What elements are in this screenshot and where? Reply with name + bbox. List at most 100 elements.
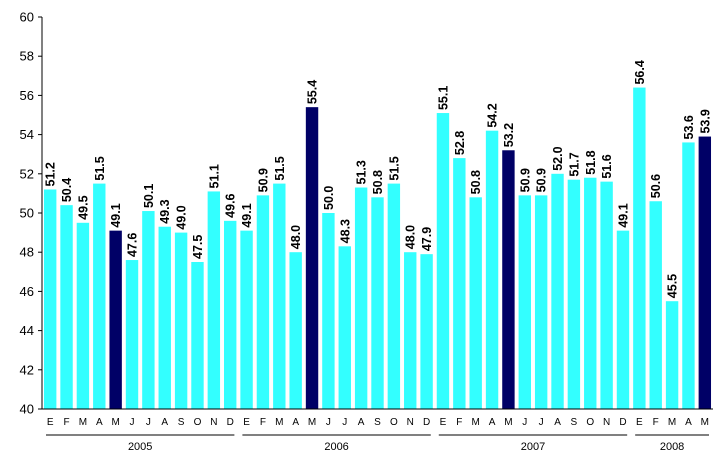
data-label: 49.6: [224, 193, 238, 217]
data-label: 48.3: [338, 219, 352, 243]
bar: [174, 232, 188, 409]
data-label: 50.0: [322, 186, 336, 210]
x-tick-label: M: [275, 417, 283, 428]
x-tick-label: D: [227, 417, 234, 428]
data-label: 47.6: [126, 233, 140, 257]
data-label: 51.8: [584, 150, 598, 174]
bar: [60, 205, 73, 409]
x-tick-label: E: [636, 417, 643, 428]
data-label: 50.9: [518, 168, 532, 192]
x-tick-label: J: [130, 417, 135, 428]
bar: [551, 173, 564, 409]
y-tick-label: 44: [20, 323, 34, 338]
bar: [191, 262, 204, 409]
data-label: 49.5: [76, 195, 90, 219]
x-tick-label: O: [586, 417, 594, 428]
x-tick-label: O: [194, 417, 202, 428]
y-tick-label: 58: [20, 49, 34, 64]
bar: [305, 107, 319, 409]
data-label: 49.1: [109, 203, 123, 227]
data-label: 51.6: [600, 154, 614, 178]
x-tick-label: A: [161, 417, 168, 428]
x-tick-label: A: [358, 417, 365, 428]
bar: [387, 183, 401, 409]
y-axis: 40 42 44 46 48 50 52 54 56 58 60: [20, 10, 43, 417]
bar: [93, 183, 106, 409]
data-label: 56.4: [633, 60, 647, 84]
bar: [125, 260, 139, 409]
data-label: 49.1: [616, 203, 630, 227]
data-label: 48.0: [289, 225, 303, 249]
data-label: 45.5: [666, 274, 680, 298]
year-label: 2005: [128, 441, 152, 453]
x-tick-label: J: [342, 417, 347, 428]
x-tick-label: A: [96, 417, 103, 428]
x-tick-label: J: [522, 417, 527, 428]
data-label: 47.5: [191, 235, 205, 259]
bar: [502, 150, 515, 409]
data-label: 51.1: [207, 164, 221, 188]
bar: [649, 201, 662, 409]
x-tick-label: S: [374, 417, 381, 428]
data-label: 53.9: [698, 109, 712, 133]
bar: [224, 220, 237, 409]
bar: [633, 87, 646, 409]
data-label: 50.9: [256, 168, 270, 192]
x-tick-label: A: [489, 417, 496, 428]
bar: [43, 189, 57, 409]
bar: [485, 130, 499, 409]
data-label: 50.9: [535, 168, 549, 192]
x-tick-label: M: [111, 417, 119, 428]
data-label: 49.0: [175, 205, 189, 229]
bar: [76, 222, 90, 409]
data-label: 53.6: [682, 115, 696, 139]
bar: [600, 181, 613, 409]
data-label: 50.6: [649, 174, 663, 198]
data-label: 50.1: [142, 184, 156, 208]
bar: [665, 301, 679, 409]
x-tick-label: E: [440, 417, 447, 428]
bar: [584, 177, 597, 409]
year-label: 2006: [324, 441, 348, 453]
x-tick-label: N: [210, 417, 217, 428]
bar: [273, 183, 286, 409]
data-label: 49.1: [240, 203, 254, 227]
data-label: 51.5: [273, 156, 287, 180]
x-tick-label: M: [79, 417, 87, 428]
bar: [207, 191, 221, 409]
data-labels: 51.250.449.551.549.147.650.149.3 49.047.5…: [44, 60, 713, 298]
x-tick-label: M: [472, 417, 480, 428]
bar: [109, 230, 122, 409]
x-tick-label: A: [554, 417, 561, 428]
y-tick-label: 52: [20, 166, 34, 181]
x-tick-label: N: [603, 417, 610, 428]
data-label: 47.9: [420, 227, 434, 251]
bar: [256, 195, 270, 409]
data-label: 50.8: [371, 170, 385, 194]
x-tick-label: M: [504, 417, 512, 428]
bar: [436, 113, 450, 409]
data-label: 51.3: [355, 160, 369, 184]
x-tick-label: E: [47, 417, 54, 428]
x-tick-label: M: [668, 417, 676, 428]
bar: [142, 211, 155, 409]
x-tick-label: D: [619, 417, 626, 428]
x-tick-label: A: [292, 417, 299, 428]
year-label: 2008: [660, 441, 684, 453]
bars: [43, 87, 712, 409]
y-tick-label: 48: [20, 245, 34, 260]
data-label: 50.8: [469, 170, 483, 194]
data-label: 51.7: [567, 152, 581, 176]
data-label: 51.5: [387, 156, 401, 180]
x-tick-label: S: [178, 417, 185, 428]
bar: [698, 136, 712, 409]
x-tick-label: A: [685, 417, 692, 428]
data-label: 52.8: [453, 131, 467, 155]
y-tick-label: 50: [20, 206, 34, 221]
bar: [453, 158, 466, 409]
bar: [240, 230, 253, 409]
x-tick-label: F: [653, 417, 659, 428]
year-label: 2007: [521, 441, 545, 453]
